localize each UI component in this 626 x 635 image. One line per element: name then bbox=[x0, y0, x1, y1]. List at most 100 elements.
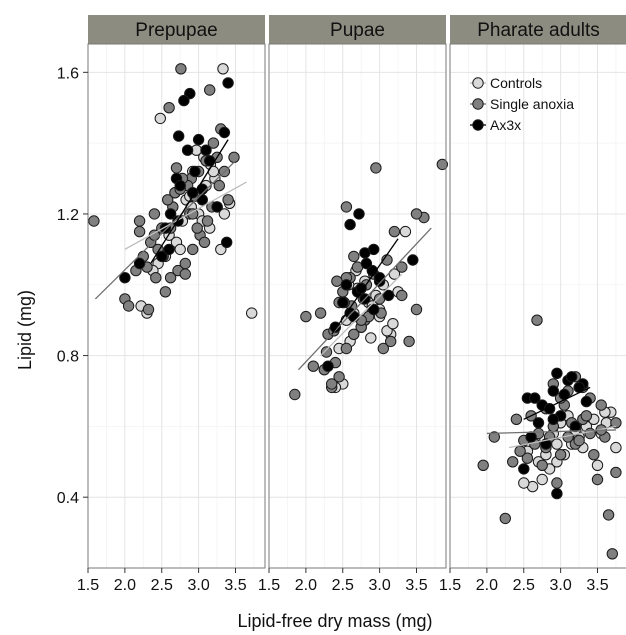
y-tick-label: 1.6 bbox=[57, 65, 79, 82]
fit-line-ax3x bbox=[150, 139, 229, 264]
y-tick-label: 0.8 bbox=[57, 349, 79, 366]
strip-label-prepupae: Prepupae bbox=[135, 20, 217, 41]
legend-label: Single anoxia bbox=[490, 96, 574, 112]
point-single-anoxia bbox=[170, 162, 183, 174]
x-tick-label: 2.0 bbox=[476, 577, 498, 594]
x-tick-label: 3.0 bbox=[369, 577, 391, 594]
point-single-anoxia bbox=[514, 445, 526, 457]
panel-border-pupae bbox=[268, 43, 447, 569]
point-single-anoxia bbox=[122, 300, 135, 312]
strip-pharate-adults bbox=[450, 15, 626, 44]
point-single-anoxia bbox=[187, 208, 199, 220]
point-single-anoxia bbox=[320, 346, 333, 358]
plot-area-prepupae bbox=[88, 44, 265, 568]
point-single-anoxia bbox=[213, 179, 226, 192]
point-single-anoxia bbox=[377, 342, 389, 355]
point-single-anoxia bbox=[477, 459, 489, 471]
point-single-anoxia bbox=[340, 201, 353, 213]
strip-prepupae bbox=[88, 15, 265, 44]
point-ax3x bbox=[211, 201, 223, 213]
point-controls bbox=[217, 63, 229, 75]
point-single-anoxia bbox=[207, 137, 220, 149]
fit-lines-prepupae bbox=[94, 139, 247, 300]
point-ax3x bbox=[340, 279, 353, 291]
point-controls bbox=[536, 473, 548, 486]
point-single-anoxia bbox=[410, 208, 423, 220]
legend-swatch bbox=[472, 98, 484, 110]
x-tick-label: 1.5 bbox=[439, 577, 461, 594]
point-ax3x bbox=[181, 144, 194, 156]
point-single-anoxia bbox=[385, 335, 397, 348]
panels-layer: Prepupae Pupae Pharate adults bbox=[87, 15, 626, 569]
point-controls bbox=[551, 438, 563, 450]
point-single-anoxia bbox=[348, 250, 360, 263]
point-single-anoxia bbox=[370, 162, 382, 174]
x-axis-title: Lipid-free dry mass (mg) bbox=[237, 611, 432, 631]
point-single-anoxia bbox=[162, 194, 174, 206]
point-ax3x bbox=[178, 94, 190, 107]
point-single-anoxia bbox=[551, 477, 563, 489]
x-tick-label: 2.5 bbox=[513, 577, 535, 594]
legend-swatch bbox=[472, 119, 484, 131]
point-controls bbox=[218, 208, 231, 220]
legend-item-controls: Controls bbox=[470, 75, 542, 91]
point-single-anoxia bbox=[150, 272, 162, 284]
point-ax3x bbox=[360, 257, 373, 270]
point-ax3x bbox=[192, 133, 205, 146]
panel-prepupae: Prepupae bbox=[87, 15, 266, 569]
point-controls bbox=[246, 307, 258, 319]
point-single-anoxia bbox=[602, 509, 615, 521]
point-single-anoxia bbox=[610, 417, 622, 429]
panel-pharate-adults: Pharate adults bbox=[449, 15, 626, 569]
point-single-anoxia bbox=[326, 378, 338, 390]
fit-line-single-anoxia bbox=[298, 227, 432, 371]
panel-border-pharate-adults bbox=[449, 43, 626, 569]
point-ax3x bbox=[551, 487, 563, 500]
point-single-anoxia bbox=[222, 194, 234, 206]
point-single-anoxia bbox=[396, 261, 408, 273]
point-single-anoxia bbox=[610, 466, 622, 479]
point-single-anoxia bbox=[554, 449, 567, 461]
point-single-anoxia bbox=[133, 225, 146, 238]
point-single-anoxia bbox=[573, 434, 585, 447]
legend: Controls Single anoxia Ax3x bbox=[470, 75, 574, 133]
point-ax3x bbox=[566, 371, 578, 383]
point-ax3x bbox=[353, 208, 365, 220]
point-single-anoxia bbox=[531, 314, 543, 326]
point-ax3x bbox=[368, 303, 380, 316]
point-ax3x bbox=[221, 236, 233, 249]
point-single-anoxia bbox=[228, 151, 240, 164]
point-ax3x bbox=[348, 310, 360, 323]
legend-item-ax3x: Ax3x bbox=[470, 117, 521, 133]
point-ax3x bbox=[196, 194, 209, 206]
point-ax3x bbox=[407, 254, 419, 266]
point-single-anoxia bbox=[333, 371, 345, 383]
point-ax3x bbox=[218, 126, 231, 139]
point-single-anoxia bbox=[436, 158, 448, 171]
point-single-anoxia bbox=[164, 272, 177, 284]
legend-label: Controls bbox=[490, 75, 542, 91]
points-pupae bbox=[289, 158, 448, 401]
legend-swatch bbox=[472, 77, 484, 89]
x-tick-label: 3.0 bbox=[550, 577, 572, 594]
strip-pupae bbox=[269, 15, 446, 44]
point-ax3x bbox=[174, 179, 186, 192]
point-ax3x bbox=[382, 289, 395, 302]
point-ax3x bbox=[322, 360, 334, 372]
point-single-anoxia bbox=[348, 328, 360, 340]
point-controls bbox=[365, 332, 377, 344]
point-single-anoxia bbox=[175, 63, 187, 75]
strip-label-pharate-adults: Pharate adults bbox=[477, 20, 600, 41]
point-ax3x bbox=[344, 218, 356, 231]
point-single-anoxia bbox=[606, 548, 618, 560]
point-ax3x bbox=[355, 282, 367, 294]
point-single-anoxia bbox=[403, 335, 415, 348]
fit-line-controls bbox=[124, 181, 247, 250]
x-tick-label: 2.0 bbox=[295, 577, 317, 594]
point-single-anoxia bbox=[536, 459, 548, 471]
point-single-anoxia bbox=[159, 286, 172, 298]
point-ax3x bbox=[163, 243, 175, 256]
point-single-anoxia bbox=[588, 449, 600, 461]
point-single-anoxia bbox=[340, 342, 353, 355]
point-single-anoxia bbox=[307, 360, 319, 372]
